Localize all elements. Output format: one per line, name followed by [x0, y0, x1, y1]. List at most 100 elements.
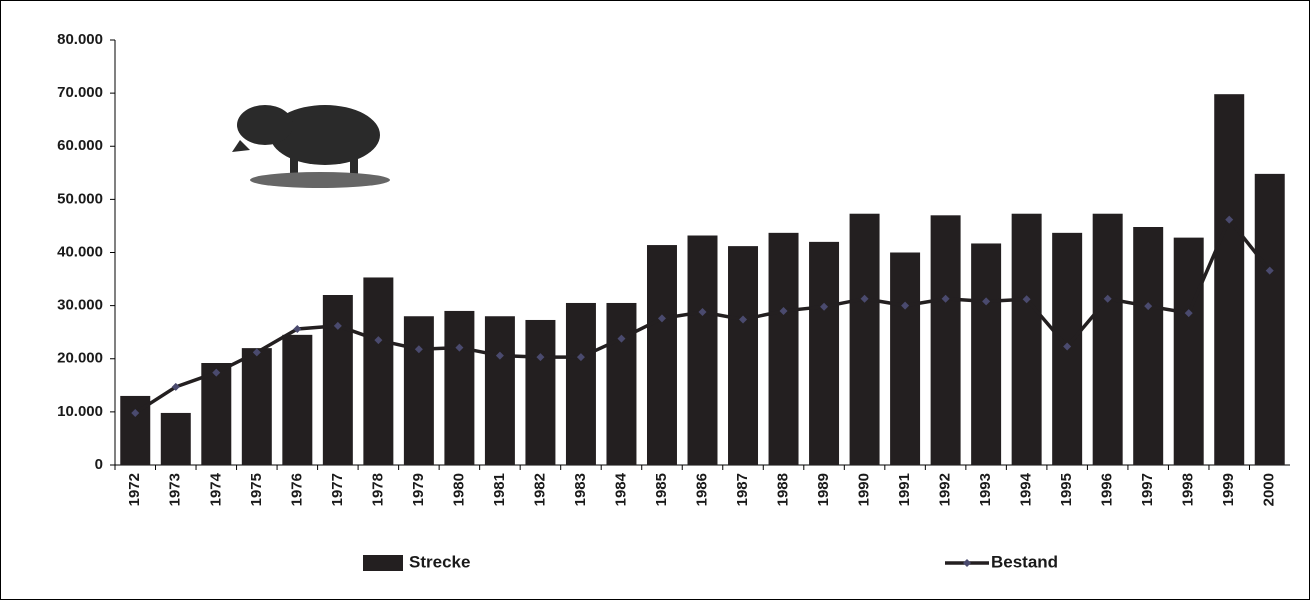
bar: [971, 243, 1002, 465]
line-marker: [820, 302, 829, 311]
bar: [484, 316, 515, 465]
legend-marker: [963, 559, 971, 567]
bar: [606, 302, 637, 465]
x-tick-label: 1976: [288, 473, 305, 506]
bar: [849, 213, 880, 465]
x-tick-label: 1997: [1139, 473, 1156, 506]
line-marker: [739, 315, 748, 324]
bar: [565, 302, 596, 465]
x-tick-label: 1991: [896, 473, 913, 506]
x-tick-label: 1979: [410, 473, 427, 506]
y-tick-label: 50.000: [57, 190, 103, 207]
bar: [444, 310, 475, 465]
line-marker: [414, 345, 423, 354]
line-marker: [941, 294, 950, 303]
line-marker: [374, 336, 383, 345]
line-marker: [1265, 266, 1274, 275]
line-marker: [860, 294, 869, 303]
x-tick-label: 1974: [207, 472, 224, 506]
x-tick-label: 1985: [653, 473, 670, 506]
line-marker: [131, 408, 140, 417]
bar: [322, 295, 353, 465]
line-marker: [333, 321, 342, 330]
y-tick-label: 70.000: [57, 84, 103, 101]
line-marker: [171, 382, 180, 391]
bar: [809, 241, 840, 465]
bar: [525, 319, 556, 465]
x-tick-label: 1973: [167, 473, 184, 506]
y-tick-label: 30.000: [57, 297, 103, 314]
legend-label: Bestand: [991, 552, 1058, 571]
line-marker: [617, 334, 626, 343]
line-marker: [982, 297, 991, 306]
x-tick-label: 1993: [977, 473, 994, 506]
x-tick-label: 1975: [248, 473, 265, 506]
x-tick-label: 1978: [369, 473, 386, 506]
line-marker: [1184, 309, 1193, 318]
line-marker: [455, 343, 464, 352]
bar: [687, 235, 718, 465]
x-tick-label: 2000: [1261, 473, 1278, 506]
x-tick-label: 1996: [1099, 473, 1116, 506]
y-tick-label: 80.000: [57, 31, 103, 48]
bar: [930, 215, 961, 465]
bar: [728, 246, 759, 465]
bar: [201, 363, 232, 465]
bar: [890, 252, 921, 465]
line-marker: [495, 351, 504, 360]
x-tick-label: 1986: [693, 473, 710, 506]
x-tick-label: 1983: [572, 473, 589, 506]
y-tick-label: 60.000: [57, 137, 103, 154]
x-tick-label: 1992: [937, 473, 954, 506]
bar: [1133, 227, 1164, 465]
x-tick-label: 1981: [491, 473, 508, 506]
bar: [1254, 173, 1285, 465]
line-marker: [1103, 294, 1112, 303]
y-tick-label: 20.000: [57, 350, 103, 367]
x-tick-label: 1984: [612, 472, 629, 506]
x-tick-label: 1977: [329, 473, 346, 506]
legend-label: Strecke: [409, 552, 470, 571]
line-marker: [212, 368, 221, 377]
x-tick-label: 1998: [1180, 473, 1197, 506]
line-marker: [252, 348, 261, 357]
x-tick-label: 1989: [815, 473, 832, 506]
y-tick-label: 10.000: [57, 403, 103, 420]
x-tick-label: 1995: [1058, 473, 1075, 506]
x-tick-label: 1999: [1220, 473, 1237, 506]
x-tick-label: 1980: [450, 473, 467, 506]
bar: [160, 412, 191, 465]
line-marker: [1022, 295, 1031, 304]
bar: [403, 316, 434, 465]
x-tick-label: 1982: [531, 473, 548, 506]
bar: [363, 277, 394, 465]
line-marker: [901, 301, 910, 310]
line-marker: [293, 325, 302, 333]
line-marker: [1225, 215, 1234, 224]
line-marker: [779, 306, 788, 315]
bar: [1092, 213, 1123, 465]
x-tick-label: 1988: [775, 473, 792, 506]
boar-illustration: [232, 105, 390, 188]
legend-swatch: [363, 555, 403, 571]
bar: [241, 348, 272, 465]
x-tick-label: 1990: [856, 473, 873, 506]
bar: [1011, 213, 1042, 465]
y-tick-label: 40.000: [57, 243, 103, 260]
y-tick-label: 0: [95, 456, 103, 473]
x-tick-label: 1987: [734, 473, 751, 506]
line-marker: [536, 353, 545, 362]
line-marker: [1063, 342, 1072, 351]
x-tick-label: 1972: [126, 473, 143, 506]
bar: [1214, 94, 1245, 465]
bar: [282, 334, 313, 465]
bar: [768, 232, 799, 465]
x-tick-label: 1994: [1018, 472, 1035, 506]
line-marker: [657, 314, 666, 323]
line-marker: [698, 308, 707, 316]
line-marker: [576, 353, 585, 362]
bar: [1173, 237, 1204, 465]
bar: [646, 245, 677, 465]
